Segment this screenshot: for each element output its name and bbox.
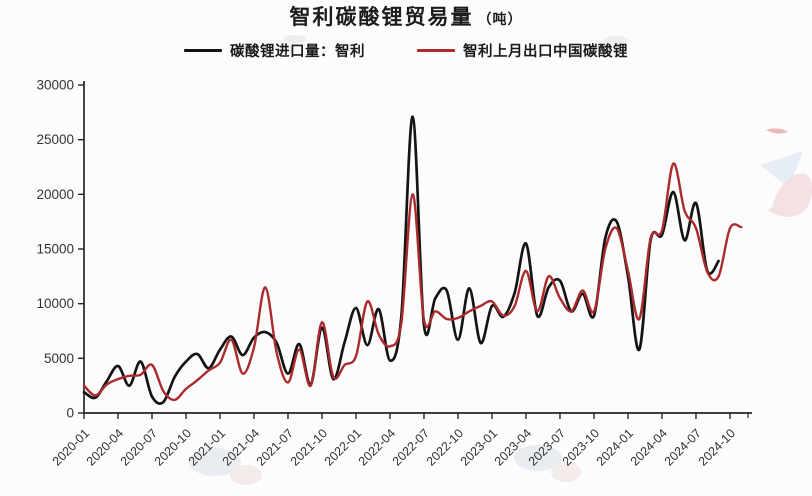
x-tick-label: 2020-01 (50, 426, 92, 468)
x-tick-label: 2021-07 (254, 426, 296, 468)
legend-line-swatch (184, 49, 222, 52)
x-tick-label: 2022-01 (322, 426, 364, 468)
chart-title-unit: （吨） (477, 13, 523, 28)
y-tick-label: 30000 (36, 78, 74, 93)
y-tick-label: 15000 (36, 242, 74, 257)
watermark-legend-smudge (283, 35, 628, 44)
watermark-bottom-center (514, 445, 581, 482)
x-tick-label: 2023-01 (458, 426, 500, 468)
y-tick-label: 10000 (36, 296, 74, 311)
legend-item-1[interactable]: 智利上月出口中国碳酸锂 (417, 40, 628, 61)
watermark-bottom-left (189, 448, 262, 485)
y-tick-label: 25000 (36, 132, 74, 147)
x-tick-label: 2024-01 (594, 426, 636, 468)
x-tick-label: 2024-10 (696, 426, 738, 468)
x-tick-label: 2020-07 (118, 426, 160, 468)
legend-label: 智利上月出口中国碳酸锂 (463, 44, 628, 60)
x-tick-label: 2022-04 (356, 426, 398, 468)
series-line-1 (82, 162, 743, 402)
legend-label: 碳酸锂进口量：智利 (230, 44, 365, 60)
x-tick-label: 2022-07 (390, 426, 432, 468)
y-tick-label: 0 (66, 406, 74, 421)
x-tick-label: 2022-10 (424, 426, 466, 468)
watermark-logo (760, 128, 812, 217)
y-tick-label: 20000 (36, 187, 74, 202)
chart-legend: 碳酸锂进口量：智利 智利上月出口中国碳酸锂 (0, 40, 812, 61)
x-tick-label: 2020-04 (84, 426, 126, 468)
legend-line-swatch (417, 49, 455, 52)
chart-title: 智利碳酸锂贸易量 （吨） (0, 1, 812, 31)
x-tick-label: 2023-10 (560, 426, 602, 468)
series-line-0 (82, 115, 720, 405)
x-tick-label: 2024-04 (628, 426, 670, 468)
y-tick-label: 5000 (44, 351, 74, 366)
x-tick-label: 2021-10 (288, 426, 330, 468)
x-tick-label: 2020-10 (152, 426, 194, 468)
x-tick-label: 2024-07 (662, 426, 704, 468)
legend-item-0[interactable]: 碳酸锂进口量：智利 (184, 40, 365, 61)
chart-title-text: 智利碳酸锂贸易量 (289, 5, 474, 29)
